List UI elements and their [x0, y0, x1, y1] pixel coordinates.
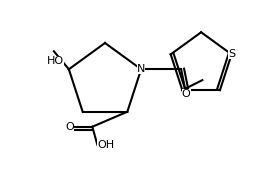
Text: N: N	[137, 64, 145, 74]
Text: HO: HO	[47, 56, 64, 66]
Text: O: O	[182, 89, 190, 99]
Text: S: S	[228, 49, 235, 59]
Text: OH: OH	[97, 140, 114, 150]
Text: O: O	[66, 122, 74, 132]
